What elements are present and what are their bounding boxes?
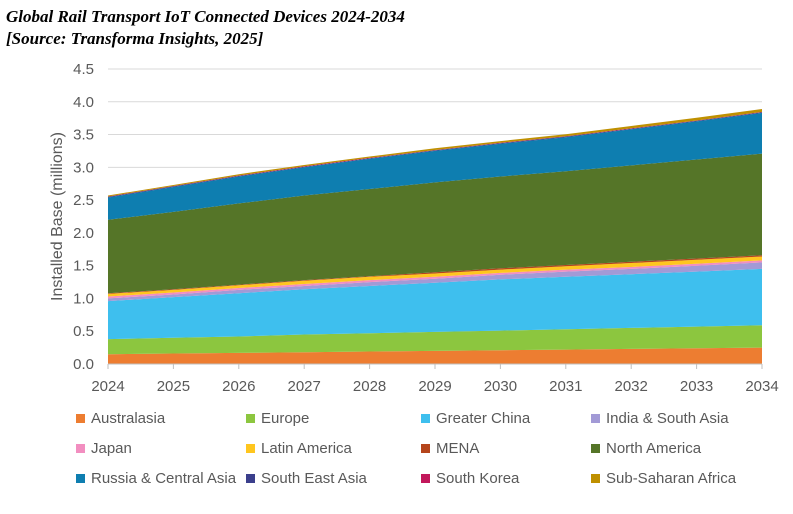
legend-label: South East Asia bbox=[261, 470, 367, 487]
legend-label: Latin America bbox=[261, 440, 352, 457]
legend-label: Greater China bbox=[436, 410, 531, 427]
y-tick-label: 1.5 bbox=[73, 258, 94, 275]
x-tick-label: 2025 bbox=[157, 378, 190, 395]
x-tick-label: 2028 bbox=[353, 378, 386, 395]
legend-swatch bbox=[76, 474, 85, 483]
x-tick-label: 2027 bbox=[288, 378, 321, 395]
legend-item-sub-saharan-africa: Sub-Saharan Africa bbox=[591, 470, 736, 487]
legend-item-australasia: Australasia bbox=[76, 410, 165, 427]
y-tick-label: 4.5 bbox=[73, 61, 94, 78]
legend-label: Japan bbox=[91, 440, 132, 457]
y-tick-label: 0.5 bbox=[73, 323, 94, 340]
area-series-north-america bbox=[108, 153, 762, 294]
legend-swatch bbox=[246, 414, 255, 423]
legend-item-mena: MENA bbox=[421, 440, 479, 457]
area-series-south-east-asia bbox=[108, 112, 762, 198]
y-tick-label: 2.0 bbox=[73, 225, 94, 242]
legend-label: India & South Asia bbox=[606, 410, 729, 427]
chart-subtitle-text: [Source: Transforma Insights, 2025] bbox=[6, 29, 264, 48]
chart-title: Global Rail Transport IoT Connected Devi… bbox=[6, 6, 405, 50]
legend-swatch bbox=[591, 444, 600, 453]
x-tick-label: 2033 bbox=[680, 378, 713, 395]
y-tick-label: 3.0 bbox=[73, 159, 94, 176]
y-tick-label: 2.5 bbox=[73, 192, 94, 209]
area-series-japan bbox=[108, 260, 762, 299]
x-tick-label: 2026 bbox=[222, 378, 255, 395]
legend-swatch bbox=[591, 414, 600, 423]
legend-item-europe: Europe bbox=[246, 410, 309, 427]
legend-label: Sub-Saharan Africa bbox=[606, 470, 737, 487]
area-series-europe bbox=[108, 325, 762, 355]
legend-item-south-korea: South Korea bbox=[421, 470, 519, 487]
legend-item-greater-china: Greater China bbox=[421, 410, 530, 427]
legend-swatch bbox=[76, 444, 85, 453]
legend-item-latin-america: Latin America bbox=[246, 440, 352, 457]
x-tick-label: 2030 bbox=[484, 378, 517, 395]
area-series-australasia bbox=[108, 347, 762, 364]
area-series-sub-saharan-africa bbox=[108, 109, 762, 197]
legend-swatch bbox=[591, 474, 600, 483]
x-tick-label: 2029 bbox=[418, 378, 451, 395]
legend-label: Australasia bbox=[91, 410, 166, 427]
legend-item-south-east-asia: South East Asia bbox=[246, 470, 367, 487]
x-tick-label: 2032 bbox=[615, 378, 648, 395]
area-series-greater-china bbox=[108, 268, 762, 340]
legend-item-india-south-asia: India & South Asia bbox=[591, 410, 729, 427]
area-series-latin-america bbox=[108, 256, 762, 297]
y-tick-label: 3.5 bbox=[73, 127, 94, 144]
legend-item-japan: Japan bbox=[76, 440, 132, 457]
legend-label: Europe bbox=[261, 410, 310, 427]
y-tick-label: 1.0 bbox=[73, 290, 94, 307]
legend-label: North America bbox=[606, 440, 702, 457]
y-tick-label: 4.0 bbox=[73, 94, 94, 111]
legend-item-russia-central-asia: Russia & Central Asia bbox=[76, 470, 236, 487]
legend-swatch bbox=[421, 474, 430, 483]
legend-label: MENA bbox=[436, 440, 480, 457]
stacked-area-chart: 0.0 0.5 1.0 1.5 2.0 2.5 3.0 3.5 4.0 4.5 2024 2025 20… bbox=[49, 61, 779, 395]
legend-swatch bbox=[246, 474, 255, 483]
y-tick-label: 0.0 bbox=[73, 356, 94, 373]
x-tick-label: 2031 bbox=[549, 378, 582, 395]
legend-swatch bbox=[421, 444, 430, 453]
legend-label: Russia & Central Asia bbox=[91, 470, 237, 487]
legend-swatch bbox=[76, 414, 85, 423]
area-series-russia-central-asia bbox=[108, 112, 762, 220]
legend-item-north-america: North America bbox=[591, 440, 701, 457]
area-series-mena bbox=[108, 255, 762, 294]
y-axis-title: Installed Base (millions) bbox=[49, 132, 66, 301]
x-tick-label: 2024 bbox=[91, 378, 124, 395]
area-series-india-south-asia bbox=[108, 262, 762, 302]
legend-label: South Korea bbox=[436, 470, 520, 487]
x-tick-label: 2034 bbox=[745, 378, 778, 395]
legend-swatch bbox=[246, 444, 255, 453]
legend-swatch bbox=[421, 414, 430, 423]
chart-title-text: Global Rail Transport IoT Connected Devi… bbox=[6, 7, 405, 26]
